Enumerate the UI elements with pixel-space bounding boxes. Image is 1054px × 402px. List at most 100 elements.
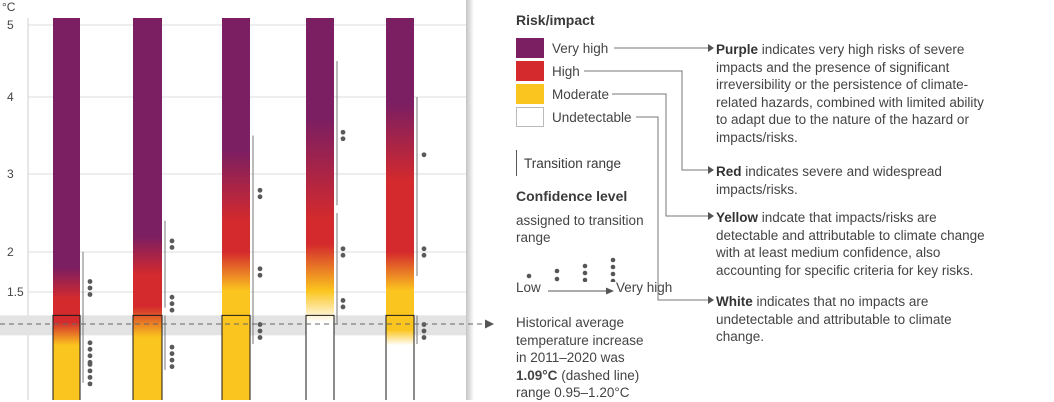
y-tick-label-2: 2 xyxy=(7,245,14,259)
ember-frame-2 xyxy=(132,314,163,400)
confidence-dot xyxy=(169,238,175,244)
chart-overlays xyxy=(0,61,494,400)
confidence-dot xyxy=(257,272,263,278)
confidence-dot xyxy=(340,304,346,310)
confidence-dot xyxy=(169,357,175,363)
confidence-dot xyxy=(169,344,175,350)
transition-range-key: Transition range xyxy=(516,150,621,176)
confidence-arrow-icon xyxy=(548,287,614,295)
explanation-purple: Purple indicates very high risks of seve… xyxy=(716,41,991,146)
confidence-dot xyxy=(87,346,93,352)
ember-bar-5 xyxy=(386,18,414,400)
confidence-dot xyxy=(169,351,175,357)
high-swatch xyxy=(516,61,544,81)
confidence-dot xyxy=(257,194,263,200)
undetectable-swatch xyxy=(516,107,544,127)
confidence-dot xyxy=(87,381,93,387)
y-tick-label-3: 3 xyxy=(7,167,14,181)
confidence-dot xyxy=(257,322,263,327)
explanation-purple-text: indicates very high risks of severe impa… xyxy=(716,42,984,145)
ember-frame-1 xyxy=(52,314,81,400)
legend-title: Risk/impact xyxy=(516,12,595,28)
confidence-dot xyxy=(169,301,175,307)
confidence-dot xyxy=(87,374,93,380)
confidence-dot xyxy=(87,340,93,346)
historical-arrow-icon xyxy=(485,319,494,329)
confidence-dot xyxy=(169,307,175,313)
panel-shadow xyxy=(466,0,474,400)
y-tick-label-1: 1.5 xyxy=(7,285,24,299)
confidence-high-label: Very high xyxy=(616,280,673,295)
historical-note-line-4: 1.09°C (dashed line) xyxy=(516,367,666,385)
confidence-dot xyxy=(169,364,175,370)
confidence-dot xyxy=(257,328,263,334)
confidence-dot xyxy=(421,322,427,327)
confidence-dot xyxy=(87,361,93,367)
ember-bar-1 xyxy=(53,18,80,400)
confidence-dot xyxy=(257,187,263,193)
historical-note-line-1: Historical average xyxy=(516,315,625,330)
explanation-red-key: Red xyxy=(716,164,742,179)
moderate-swatch xyxy=(516,84,544,104)
ember-frame-3 xyxy=(221,314,251,400)
confidence-dots-scale xyxy=(526,257,616,282)
y-axis-unit-label: °C xyxy=(2,0,16,14)
very-high-label: Very high xyxy=(552,40,609,56)
transition-range-icon xyxy=(516,150,517,176)
legend-item-very-high: Very high xyxy=(516,38,608,58)
explanation-white-key: White xyxy=(716,294,753,309)
historical-note-line-3: in 2011–2020 was xyxy=(516,350,625,365)
explanation-purple-key: Purple xyxy=(716,42,759,57)
high-label: High xyxy=(552,63,580,79)
confidence-dot xyxy=(87,292,93,297)
legend-item-high: High xyxy=(516,61,580,81)
historical-note-line-5: range 0.95–1.20°C xyxy=(516,385,630,400)
explanation-white: White indicates that no impacts are unde… xyxy=(716,293,991,346)
confidence-dot xyxy=(87,285,93,291)
confidence-dot xyxy=(257,335,263,340)
confidence-dot xyxy=(421,152,427,158)
confidence-dot xyxy=(340,246,346,252)
ember-bar-2 xyxy=(133,18,162,400)
confidence-dot xyxy=(257,266,263,272)
confidence-dot xyxy=(340,136,346,142)
explanation-red-text: indicates severe and widespread impacts/… xyxy=(716,164,942,197)
legend-item-moderate: Moderate xyxy=(516,84,609,104)
confidence-dot xyxy=(421,252,427,258)
explanation-red: Red indicates severe and widespread impa… xyxy=(716,163,991,198)
confidence-dot xyxy=(421,246,427,252)
confidence-title: Confidence level xyxy=(516,188,628,204)
y-tick-label-5: 5 xyxy=(7,18,14,32)
ember-frame-5 xyxy=(385,314,415,400)
confidence-low-label: Low xyxy=(516,280,541,295)
ember-bar-4 xyxy=(306,18,334,400)
historical-note-line-2: temperature increase xyxy=(516,332,644,348)
confidence-dot xyxy=(87,368,93,374)
explanation-white-text: indicates that no impacts are undetectab… xyxy=(716,294,952,344)
historical-note: Historical average temperature increase … xyxy=(516,314,666,402)
confidence-subtitle: assigned to transition range xyxy=(516,213,644,245)
explanation-yellow: Yellow indcate that impacts/risks are de… xyxy=(716,209,991,279)
confidence-dot xyxy=(87,279,93,284)
ember-columns xyxy=(53,18,414,400)
historical-dashed-note: (dashed line) xyxy=(561,367,640,383)
confidence-dot xyxy=(340,252,346,258)
very-high-swatch xyxy=(516,38,544,58)
ember-bar-3 xyxy=(222,18,250,400)
legend-item-undetectable: Undetectable xyxy=(516,107,632,127)
confidence-dot xyxy=(421,328,427,334)
confidence-dot xyxy=(87,353,93,359)
undetectable-label: Undetectable xyxy=(552,109,632,125)
confidence-dot xyxy=(169,245,175,250)
legend: Risk/impact Very high High Moderate Unde… xyxy=(516,12,716,400)
explanation-yellow-text: indcate that impacts/risks are detectabl… xyxy=(716,210,985,278)
confidence-dot xyxy=(169,294,175,300)
explanation-yellow-key: Yellow xyxy=(716,210,759,225)
y-tick-label-4: 4 xyxy=(7,90,14,104)
historical-value: 1.09°C xyxy=(516,367,558,383)
confidence-dot xyxy=(340,129,346,135)
moderate-label: Moderate xyxy=(552,86,610,102)
confidence-dot xyxy=(340,298,346,303)
ember-frame-4 xyxy=(305,314,335,400)
